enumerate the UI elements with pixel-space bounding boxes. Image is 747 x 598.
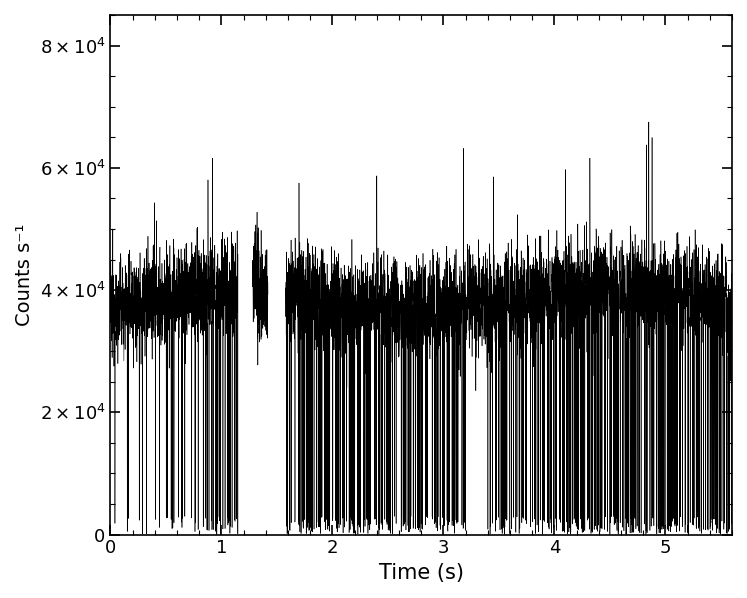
Y-axis label: Counts s⁻¹: Counts s⁻¹ [15, 224, 34, 326]
X-axis label: Time (s): Time (s) [379, 563, 464, 583]
